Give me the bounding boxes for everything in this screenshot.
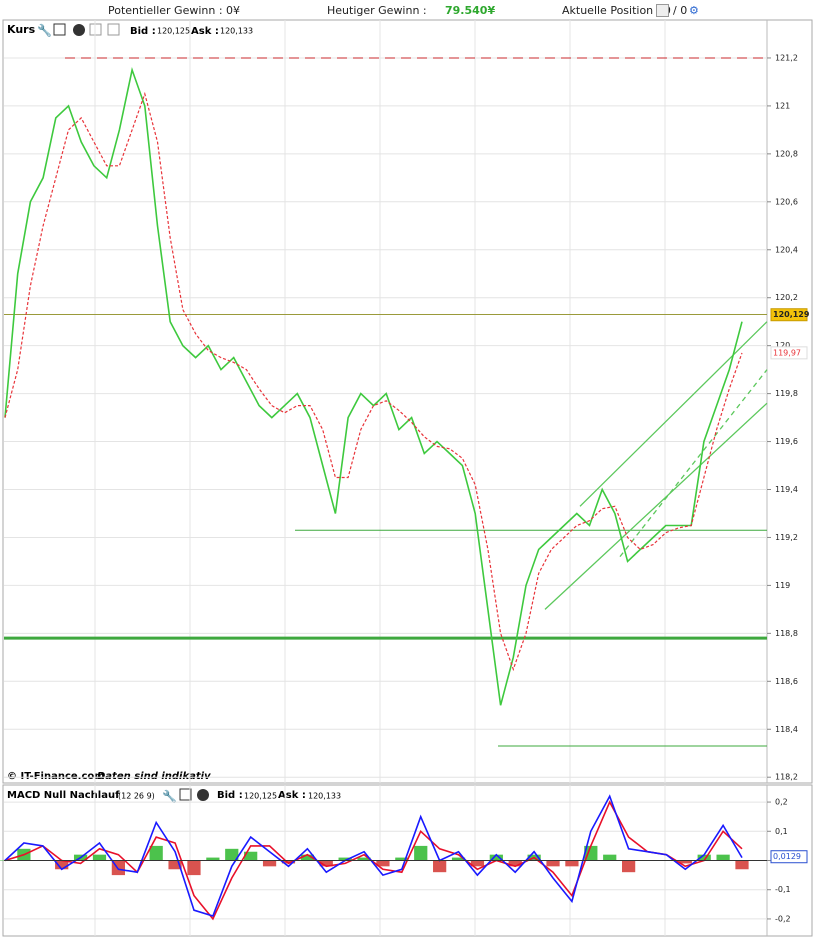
histogram-bar bbox=[735, 860, 749, 870]
histogram-bar bbox=[546, 860, 560, 867]
y-tick-label: 120,4 bbox=[775, 245, 798, 254]
bid: 120,125 bbox=[244, 792, 277, 801]
main-panel bbox=[2, 19, 813, 784]
histogram-bar bbox=[603, 854, 617, 861]
y-tick-label: 120 bbox=[775, 341, 790, 350]
histogram-bar bbox=[414, 845, 428, 861]
bid-label: Bid : bbox=[130, 26, 156, 37]
y-tick-label: 119,8 bbox=[775, 389, 798, 398]
panel-title: MACD Null Nachlauf bbox=[7, 790, 120, 801]
histogram-bar bbox=[55, 860, 69, 870]
last-value-label: 120,129 bbox=[773, 310, 810, 319]
last-value-box bbox=[770, 308, 808, 322]
histogram-bar bbox=[319, 860, 333, 867]
window-icon[interactable] bbox=[179, 788, 192, 801]
series-line bbox=[4, 800, 743, 921]
y-tick-label: 121 bbox=[775, 101, 790, 110]
histogram-bar bbox=[451, 857, 466, 861]
histogram-bar bbox=[338, 857, 352, 861]
histogram-bar bbox=[92, 854, 107, 861]
series-line bbox=[4, 66, 743, 706]
histogram-bar bbox=[225, 848, 239, 861]
y-tick-label: -0,2 bbox=[775, 914, 791, 923]
ask: 120,133 bbox=[308, 792, 341, 801]
wrench-icon[interactable]: 🔧 bbox=[162, 789, 177, 804]
histogram-bar bbox=[678, 860, 692, 864]
today-gain: 79.540¥ bbox=[445, 4, 496, 17]
trend-line bbox=[544, 402, 768, 610]
y-tick-label: 118,2 bbox=[775, 773, 798, 782]
ask-label: Ask : bbox=[278, 790, 306, 801]
y-tick-label: 119,2 bbox=[775, 533, 798, 542]
bid: 120,125 bbox=[157, 27, 190, 36]
histogram-bar bbox=[470, 860, 485, 867]
last-value-label: 0,0129 bbox=[773, 852, 801, 861]
close-icon[interactable] bbox=[197, 789, 209, 801]
trend-line bbox=[579, 321, 768, 507]
potential-gain: Potentieller Gewinn : 0¥ bbox=[108, 4, 241, 17]
histogram-bar bbox=[206, 857, 220, 861]
series-line bbox=[4, 91, 743, 672]
today-gain-label: Heutiger Gewinn : bbox=[327, 4, 427, 17]
histogram-bar bbox=[716, 854, 730, 861]
histogram-bar bbox=[281, 860, 296, 864]
last-value-box bbox=[770, 850, 808, 864]
position-icon[interactable] bbox=[656, 4, 669, 17]
source: © IT-Finance.com bbox=[7, 771, 105, 782]
ask-label: Ask : bbox=[191, 26, 219, 37]
y-tick-label: 120,2 bbox=[775, 293, 798, 302]
toolbar: 🔧 bbox=[37, 23, 120, 38]
histogram-bar bbox=[262, 860, 277, 867]
params: (12 26 9) bbox=[118, 792, 155, 801]
histogram-bar bbox=[395, 857, 409, 861]
y-tick-label: 120,8 bbox=[775, 149, 798, 158]
y-tick-label: 119 bbox=[775, 581, 790, 590]
histogram-bar bbox=[244, 851, 258, 861]
settings-icon[interactable]: ⚙ bbox=[689, 4, 699, 17]
up-icon[interactable] bbox=[107, 23, 120, 36]
wrench-icon[interactable]: 🔧 bbox=[37, 23, 52, 38]
position: Aktuelle Position : 0 bbox=[562, 4, 671, 17]
histogram-bar bbox=[622, 860, 636, 873]
histogram-bar bbox=[584, 845, 598, 861]
y-tick-label: -0,1 bbox=[775, 885, 791, 894]
ask: 120,133 bbox=[220, 27, 253, 36]
y-tick-label: 118,8 bbox=[775, 629, 798, 638]
histogram-bar bbox=[300, 854, 314, 861]
histogram-bar bbox=[489, 854, 503, 861]
y-tick-label: 121,2 bbox=[775, 53, 798, 62]
histogram-bar bbox=[168, 860, 182, 870]
window-icon[interactable] bbox=[53, 23, 66, 36]
y-tick-label: 0,1 bbox=[775, 827, 788, 836]
histogram-bar bbox=[149, 845, 163, 861]
histogram-bar bbox=[433, 860, 447, 873]
bid-label: Bid : bbox=[217, 790, 243, 801]
position-total: / 0 bbox=[673, 4, 688, 17]
ma-value-label: 119,97 bbox=[773, 348, 801, 357]
y-tick-label: 120,6 bbox=[775, 197, 798, 206]
ma-value-box bbox=[770, 346, 808, 360]
y-tick-label: 119,6 bbox=[775, 437, 798, 446]
histogram-bar bbox=[187, 860, 201, 876]
close-icon[interactable] bbox=[73, 24, 85, 36]
y-tick-label: 118,4 bbox=[775, 725, 798, 734]
trend-line bbox=[619, 369, 768, 558]
panel-title: Kurs bbox=[7, 23, 36, 36]
histogram-bar bbox=[565, 860, 579, 867]
series-line bbox=[4, 794, 743, 917]
y-tick-label: 118,6 bbox=[775, 677, 798, 686]
y-tick-label: 0,2 bbox=[775, 798, 788, 807]
histogram-bar bbox=[508, 860, 522, 867]
y-tick-label: 119,4 bbox=[775, 485, 798, 494]
histogram-bar bbox=[357, 857, 371, 861]
histogram-bar bbox=[376, 860, 390, 867]
histogram-bar bbox=[697, 854, 711, 861]
note: Daten sind indikativ bbox=[97, 771, 211, 782]
